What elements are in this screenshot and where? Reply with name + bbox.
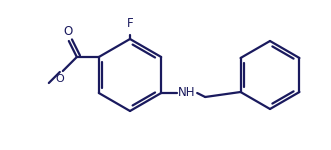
Text: O: O — [63, 25, 72, 38]
Text: O: O — [56, 74, 64, 84]
Text: F: F — [127, 17, 133, 30]
Text: NH: NH — [178, 87, 196, 99]
